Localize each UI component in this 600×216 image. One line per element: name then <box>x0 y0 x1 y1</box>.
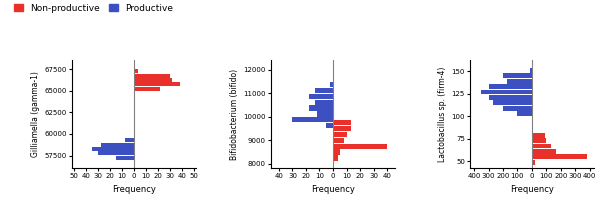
Bar <box>134 69 138 73</box>
Bar <box>532 144 551 148</box>
Bar <box>308 94 333 99</box>
Bar <box>292 117 333 122</box>
Bar <box>134 74 170 78</box>
Bar <box>507 79 532 84</box>
X-axis label: Frequency: Frequency <box>510 185 554 194</box>
Bar <box>316 100 333 105</box>
Bar <box>333 126 350 131</box>
Bar <box>134 87 160 91</box>
Bar <box>530 68 532 73</box>
Bar <box>532 149 556 154</box>
Bar <box>333 155 338 160</box>
Bar <box>308 105 333 111</box>
Bar <box>330 82 333 87</box>
Bar <box>326 123 333 128</box>
Bar <box>333 149 340 155</box>
Bar <box>317 111 333 117</box>
Bar <box>134 78 172 82</box>
Bar <box>333 132 347 137</box>
Y-axis label: Gilliamella (gamma-1): Gilliamella (gamma-1) <box>31 71 40 157</box>
Bar <box>532 138 547 143</box>
Bar <box>98 151 134 155</box>
Bar <box>517 111 532 116</box>
Legend: Non-productive, Productive: Non-productive, Productive <box>11 0 177 16</box>
Bar <box>493 100 532 105</box>
Bar <box>488 84 532 89</box>
X-axis label: Frequency: Frequency <box>112 185 156 194</box>
Bar <box>134 82 179 86</box>
Bar <box>488 95 532 100</box>
Bar <box>125 138 134 142</box>
Bar <box>92 147 134 151</box>
Bar <box>503 106 532 111</box>
Bar <box>116 156 134 160</box>
Bar <box>481 90 532 94</box>
Bar <box>333 144 387 149</box>
Bar <box>101 143 134 147</box>
Bar <box>316 88 333 93</box>
Bar <box>532 154 587 159</box>
Bar <box>333 120 350 125</box>
Bar <box>532 160 535 165</box>
Bar <box>532 133 545 138</box>
X-axis label: Frequency: Frequency <box>311 185 355 194</box>
Y-axis label: Bifidobacterium (bifido): Bifidobacterium (bifido) <box>230 69 239 160</box>
Bar <box>503 73 532 78</box>
Y-axis label: Lactobacillus sp. (firm-4): Lactobacillus sp. (firm-4) <box>438 67 447 162</box>
Bar <box>333 138 344 143</box>
